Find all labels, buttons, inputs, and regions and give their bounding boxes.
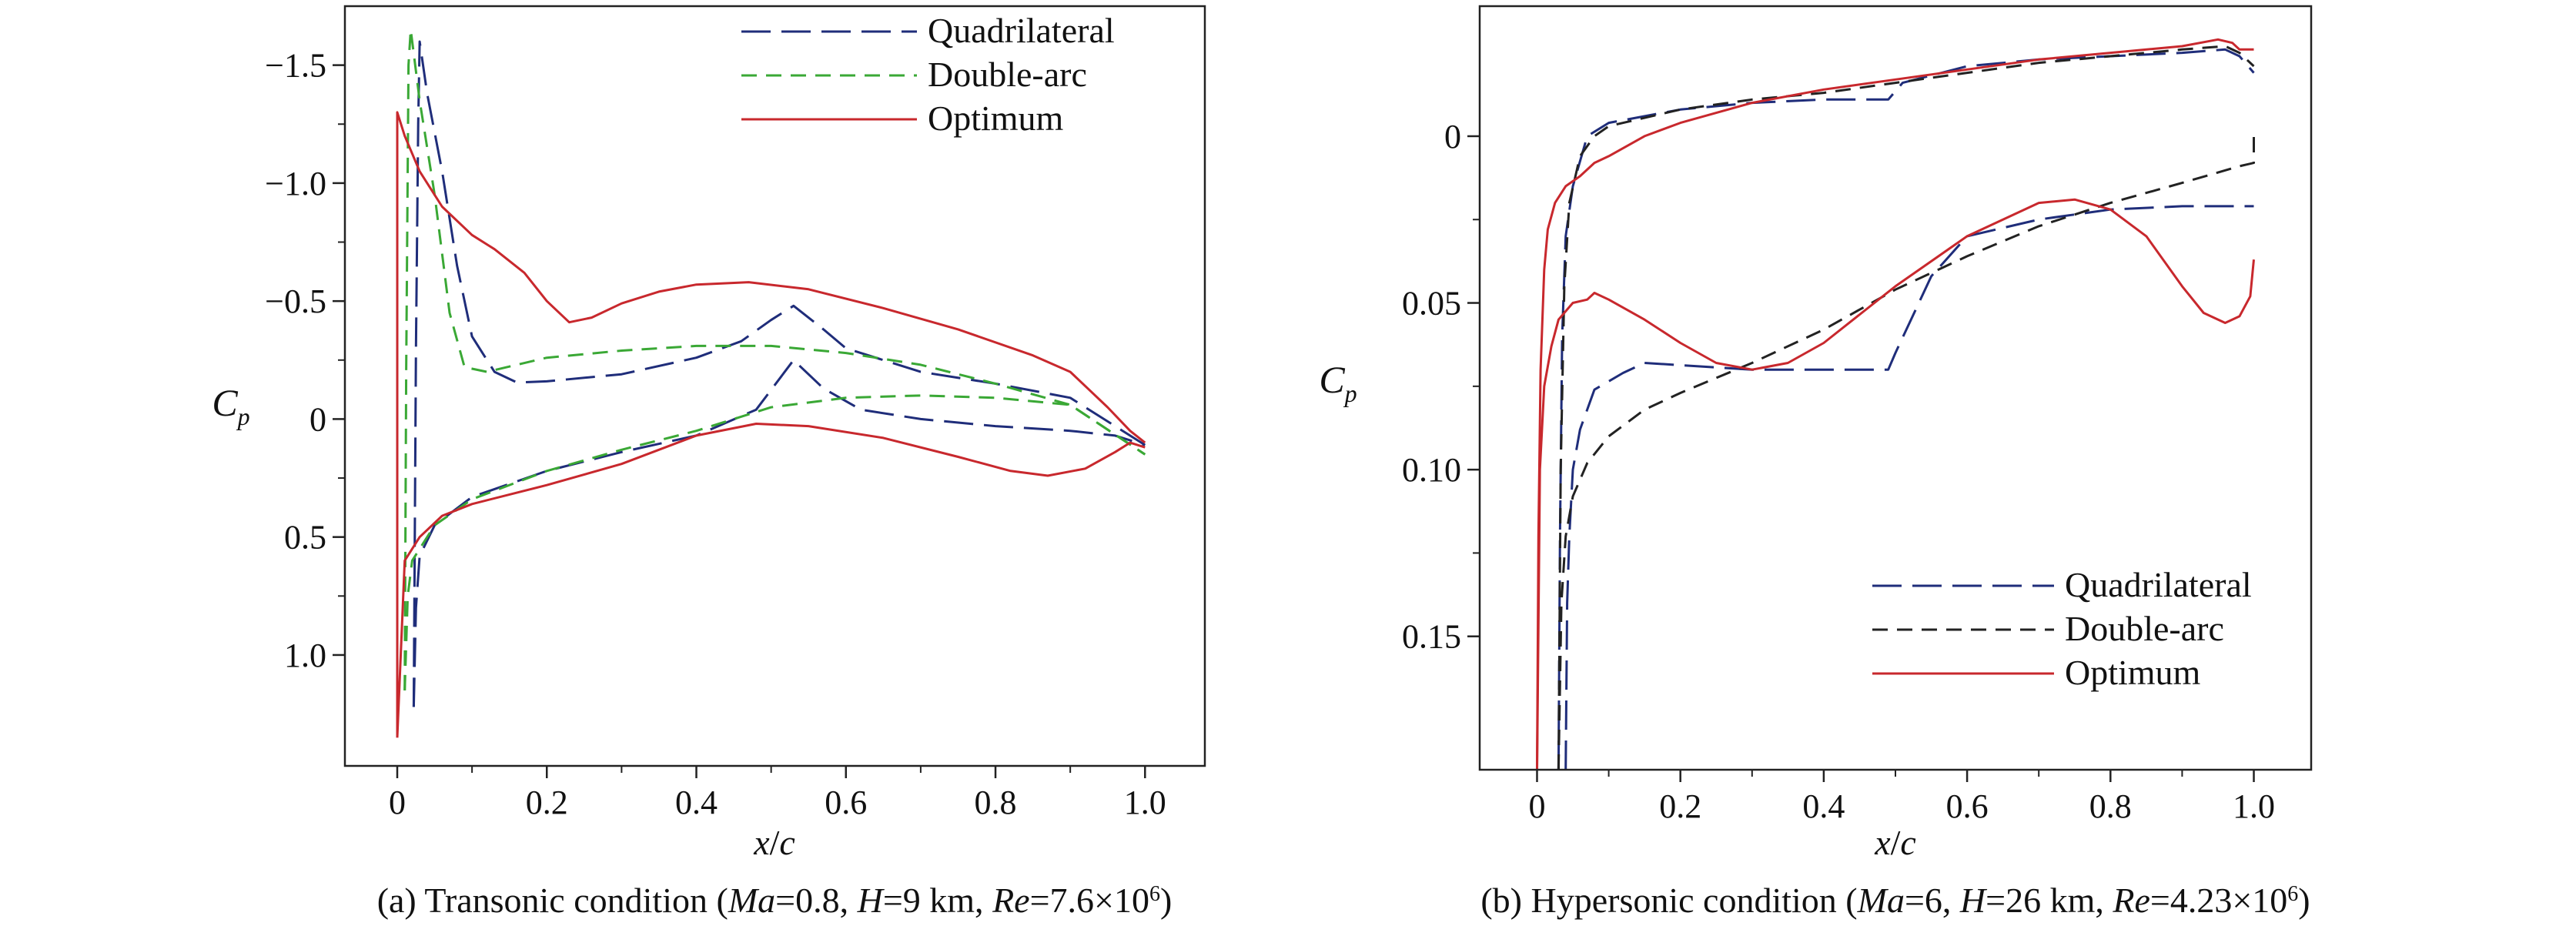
legend: Quadrilateral Double-arc Optimum	[1872, 565, 2252, 692]
legend: Quadrilateral Double-arc Optimum	[741, 11, 1115, 138]
y-tick-label: 0	[1444, 118, 1461, 155]
legend-label: Quadrilateral	[2065, 565, 2252, 604]
y-tick-label: −0.5	[265, 282, 326, 320]
series-optimum-upper-line	[1536, 38, 2254, 770]
chart-panel-transonic: 0 0.2 0.4 0.6 0.8 1.0 −1.5 −1.0 −0.5 0 0.5 1.0 x/c Cp…	[212, 5, 1206, 920]
x-tick-label: 0.4	[675, 784, 718, 821]
x-tick-label: 1.0	[2233, 787, 2275, 825]
y-tick-label: 0.15	[1402, 618, 1461, 656]
y-tick-label: 0.10	[1402, 451, 1461, 489]
x-tick-label: 0.2	[1659, 787, 1701, 825]
legend-label: Optimum	[928, 99, 1064, 138]
y-tick-label: −1.0	[265, 165, 326, 202]
x-tick-label: 0	[1528, 787, 1545, 825]
legend-label: Double-arc	[928, 55, 1087, 94]
x-axis-label: x/c	[753, 823, 795, 862]
series-quadrilateral-upper-line	[412, 40, 1146, 707]
x-tick-label: 0.6	[1946, 787, 1989, 825]
series-optimum-upper-line	[396, 111, 1146, 738]
x-tick-label: 1.0	[1124, 784, 1166, 821]
x-tick-label: 0.8	[975, 784, 1017, 821]
figure-caption: (a) Transonic condition (Ma=0.8, H=9 km,…	[377, 881, 1173, 920]
plot-area	[1536, 38, 2255, 770]
x-tick-label: 0.4	[1802, 787, 1845, 825]
y-tick-label: 1.0	[284, 637, 326, 674]
plot-area	[396, 28, 1146, 738]
x-axis-label: x/c	[1874, 823, 1916, 862]
y-axis-label: Cp	[212, 381, 249, 430]
chart-panel-hypersonic: 0 0.2 0.4 0.6 0.8 1.0 0 0.05 0.10 0.15 x/c Cp (b) Hy…	[1319, 5, 2313, 920]
y-axis-label: Cp	[1319, 358, 1357, 407]
series-double-arc-upper-line	[403, 28, 1146, 690]
series-double-arc-lower-line	[403, 394, 1146, 690]
legend-label: Double-arc	[2065, 609, 2224, 648]
y-tick-label: 0.05	[1402, 285, 1461, 323]
figure-caption: (b) Hypersonic condition (Ma=6, H=26 km,…	[1480, 881, 2310, 920]
series-optimum-lower-line	[1536, 198, 2255, 770]
series-double-arc-lower-line	[1557, 135, 2255, 770]
x-tick-label: 0.6	[825, 784, 867, 821]
x-tick-label: 0.2	[526, 784, 568, 821]
y-tick-label: −1.5	[265, 47, 326, 85]
legend-label: Optimum	[2065, 653, 2201, 692]
series-quadrilateral-upper-line	[1557, 48, 2255, 770]
x-tick-label: 0	[389, 784, 406, 821]
legend-label: Quadrilateral	[928, 11, 1115, 50]
plot-frame	[343, 5, 1206, 767]
y-tick-label: 0.5	[284, 519, 326, 557]
y-tick-label: 0	[309, 400, 326, 438]
series-quadrilateral-lower-line	[412, 359, 1146, 707]
series-optimum-lower-line	[396, 423, 1146, 738]
x-tick-label: 0.8	[2089, 787, 2132, 825]
